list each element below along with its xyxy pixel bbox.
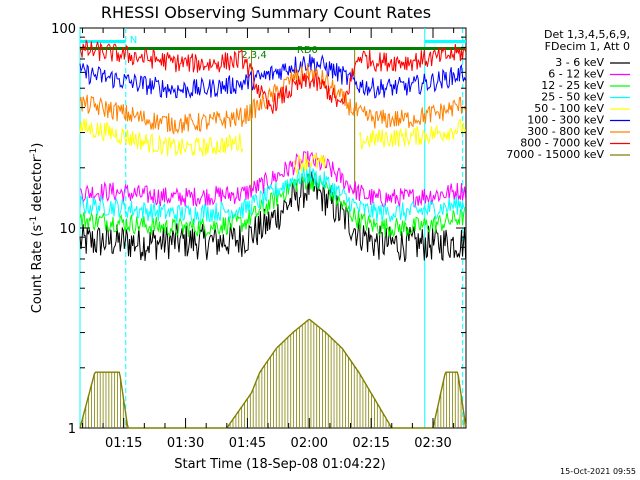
legend-label-5: 100 - 300 keV (527, 114, 604, 127)
legend-label-6: 300 - 800 keV (527, 125, 604, 138)
y-axis-label-tail: detector (30, 156, 45, 216)
rd0-label: RD0 (297, 45, 318, 56)
series-line-0 (79, 171, 467, 263)
legend-label-1: 6 - 12 keV (548, 68, 604, 81)
y-tick-label-2: 100 (51, 22, 76, 37)
x-tick-label-4: 02:15 (352, 436, 389, 451)
y-axis-label-sup2: -1 (29, 148, 39, 157)
y-axis-label: Count Rate (s-1 detector-1) (29, 143, 45, 314)
series-line-7 (79, 38, 467, 114)
series-line-8 (79, 318, 467, 429)
legend-label-0: 3 - 6 keV (555, 56, 604, 69)
series-8 (79, 318, 467, 429)
series-5 (79, 54, 467, 99)
x-axis-label: Start Time (18-Sep-08 01:04:22) (174, 457, 385, 472)
night-label: N (130, 35, 137, 46)
series-3 (79, 165, 466, 223)
x-tick-label-5: 02:30 (414, 436, 451, 451)
legend-label-7: 800 - 7000 keV (520, 137, 604, 150)
legend-label-4: 50 - 100 keV (534, 102, 604, 115)
night-bar-0 (80, 40, 126, 43)
x-axis: 01:15 01:30 01:45 02:00 02:15 02:30 (81, 28, 455, 451)
series-2 (79, 172, 466, 238)
series-line-1 (79, 150, 467, 208)
y-axis-label-close: ) (30, 143, 45, 148)
plot-area: N RD0 2,3,4 (79, 27, 467, 429)
series-1 (79, 150, 467, 208)
series-line-6 (79, 62, 467, 135)
series-line-4 (79, 118, 467, 176)
chart-title: RHESSI Observing Summary Count Rates (101, 3, 431, 22)
series-line-5 (79, 54, 467, 99)
legend-header-1: FDecim 1, Att 0 (545, 40, 630, 53)
series-0 (79, 171, 467, 263)
y-tick-label-0: 1 (68, 422, 76, 437)
legend-label-3: 25 - 50 keV (541, 91, 604, 104)
detector-label: 2,3,4 (241, 50, 266, 61)
series-4 (79, 118, 467, 176)
night-bar-1 (424, 40, 466, 43)
series-7 (79, 38, 467, 114)
y-tick-label-1: 10 (59, 222, 76, 237)
series-line-3 (79, 165, 466, 223)
series-6 (79, 62, 467, 135)
legend-label-8: 7000 - 15000 keV (506, 148, 604, 161)
series-line-2 (79, 172, 466, 238)
timestamp: 15-Oct-2021 09:55 (560, 467, 636, 476)
x-tick-label-0: 01:15 (105, 436, 142, 451)
legend: Det 1,3,4,5,6,9,FDecim 1, Att 0 3 - 6 keV… (506, 28, 630, 161)
legend-label-2: 12 - 25 keV (541, 79, 604, 92)
x-tick-label-2: 01:45 (229, 436, 266, 451)
y-axis: 1 10 100 (51, 22, 466, 437)
x-tick-label-1: 01:30 (167, 436, 204, 451)
x-tick-label-3: 02:00 (291, 436, 328, 451)
y-axis-label-main: Count Rate (s (30, 225, 45, 314)
legend-header-0: Det 1,3,4,5,6,9, (544, 28, 630, 41)
y-axis-label-sup: -1 (29, 216, 39, 225)
rd0-bar (80, 47, 466, 50)
